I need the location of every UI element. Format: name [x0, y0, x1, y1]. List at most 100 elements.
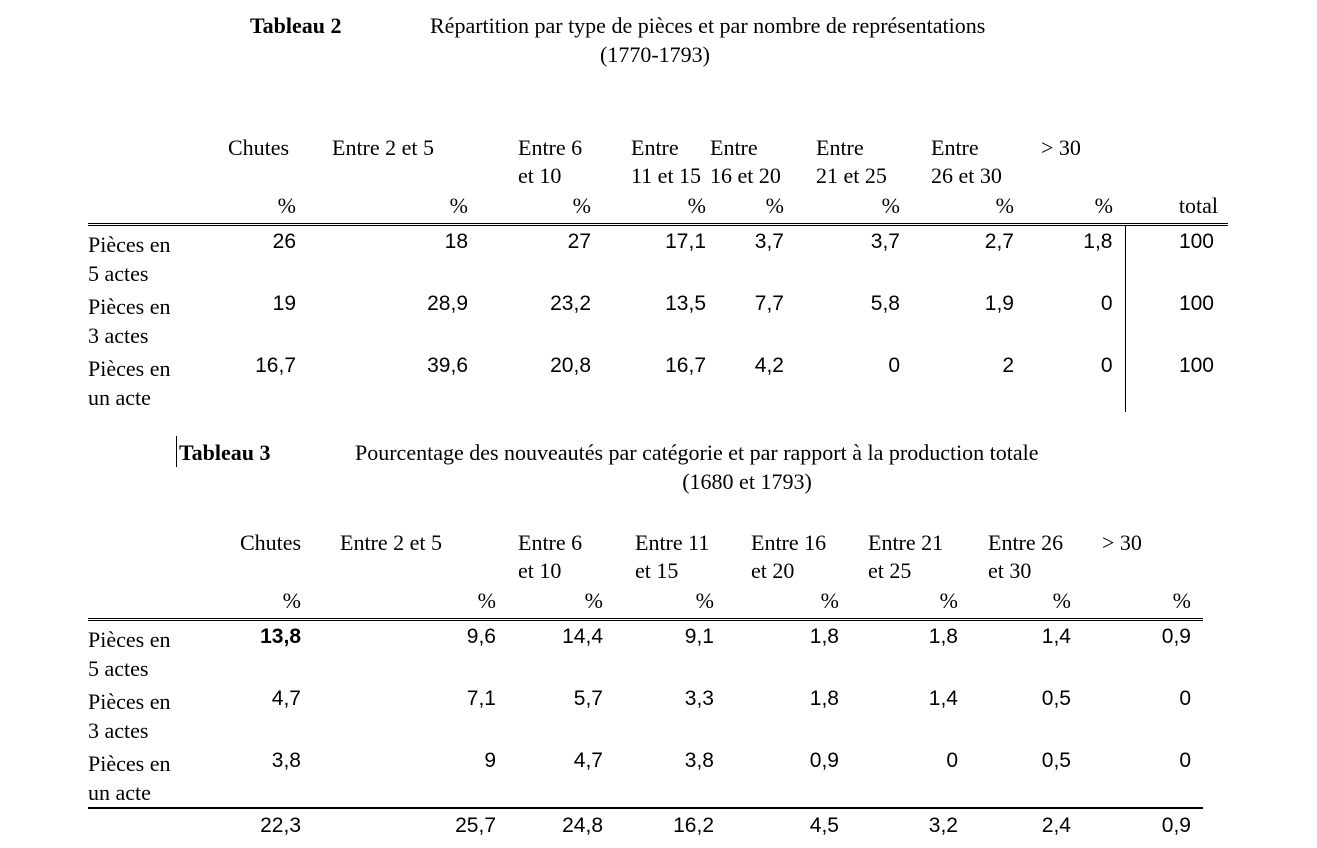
col-header: Entre 6 et 10	[500, 525, 607, 585]
cell: 3,7	[870, 229, 900, 253]
col-header: > 30	[1075, 525, 1203, 585]
cell: 39,6	[427, 353, 468, 377]
col-header: Entre 11 et 15	[607, 525, 718, 585]
unit-cell: %	[718, 585, 843, 621]
table-row: Pièces en 5 actes 26 18 27 17,1 3,7 3,7 2…	[88, 224, 1228, 288]
unit-cell: %	[595, 190, 710, 226]
cell: 16,7	[255, 353, 296, 377]
col-header: Entre 2 et 5	[300, 130, 472, 190]
col-header-line: et 20	[751, 558, 795, 583]
unit-cell: %	[904, 190, 1018, 226]
table-row: Pièces en 3 actes 19 28,9 23,2 13,5 7,7 5…	[88, 287, 1228, 350]
col-header-line: Entre 11	[635, 530, 710, 555]
cell: 17,1	[665, 229, 706, 253]
table2-header-row: Chutes Entre 2 et 5 Entre 6 et 10 Entre 11…	[88, 130, 1228, 190]
cell: 0,5	[1041, 748, 1071, 772]
cell: 9,1	[684, 624, 714, 648]
col-header-line: 21 et 25	[816, 163, 887, 188]
unit-cell: %	[220, 190, 300, 226]
text-cursor	[176, 436, 177, 467]
cell: 3,8	[684, 748, 714, 772]
cell: 9,6	[466, 624, 496, 648]
cell: 0	[1179, 748, 1191, 772]
row-label: Pièces en 3 actes	[88, 288, 220, 350]
col-header-line: et 10	[518, 558, 562, 583]
col-header-line: Entre 2 et 5	[340, 530, 443, 555]
col-header-line: Chutes	[228, 135, 290, 160]
cell: 1,9	[984, 291, 1014, 315]
cell: 0	[946, 748, 958, 772]
table2-caption-label: Tableau 2	[250, 13, 342, 38]
table3-units-row: % % % % % % % %	[88, 585, 1203, 621]
cell: 13,5	[665, 291, 706, 315]
cell: 16,7	[665, 353, 706, 377]
col-header-line: et 25	[868, 558, 912, 583]
row-label: Pièces en 3 actes	[88, 683, 220, 745]
col-header: Entre 21 et 25	[788, 130, 904, 190]
row-label: Pièces en un acte	[88, 350, 220, 412]
table-row: Pièces en 5 actes 13,8 9,6 14,4 9,1 1,8 1…	[88, 619, 1203, 683]
table2-units-row: % % % % % % % % total	[88, 190, 1228, 226]
cell: 100	[1178, 353, 1214, 377]
unit-cell: %	[300, 190, 472, 226]
cell: 3,7	[754, 229, 784, 253]
cell: 1,4	[1041, 624, 1071, 648]
col-header: > 30	[1018, 130, 1125, 190]
col-header-line: Entre	[816, 135, 864, 160]
cell: 1,8	[928, 624, 958, 648]
row-label-line: Pièces en	[88, 688, 171, 714]
cell: 3,8	[271, 748, 301, 772]
col-header: Chutes	[220, 130, 300, 190]
cell: 23,2	[550, 291, 591, 315]
cell: 2,7	[984, 229, 1014, 253]
row-label-line: 3 actes	[88, 322, 149, 348]
table3-caption-text: Pourcentage des nouveautés par catégorie…	[355, 440, 1039, 465]
cell: 0	[1179, 686, 1191, 710]
table-repartition-representations: Chutes Entre 2 et 5 Entre 6 et 10 Entre 11…	[88, 130, 1228, 412]
totals-row: 22,3 25,7 24,8 16,2 4,5 3,2 2,4 0,9	[88, 806, 1203, 848]
col-header: Entre 11 et 15	[595, 130, 710, 190]
cell: 7,7	[754, 291, 784, 315]
col-header-line: 16 et 20	[710, 163, 781, 188]
corner-cell	[88, 130, 220, 190]
unit-cell: %	[472, 190, 595, 226]
cell: 2	[1002, 353, 1014, 377]
cell: 20,8	[550, 353, 591, 377]
unit-cell: %	[710, 190, 788, 226]
total-cell: 4,5	[718, 806, 843, 848]
row-label-line: Pièces en	[88, 750, 171, 776]
table-row: Pièces en un acte 3,8 9 4,7 3,8 0,9 0 0,5…	[88, 745, 1203, 808]
cell: 27	[567, 229, 591, 253]
col-header: Entre 21 et 25	[843, 525, 962, 585]
col-header-line: Entre	[931, 135, 979, 160]
row-label-line: un acte	[88, 779, 151, 805]
cell: 5,7	[573, 686, 603, 710]
unit-cell: %	[1075, 585, 1203, 621]
row-label: Pièces en 5 actes	[88, 619, 220, 683]
total-header-cell: total	[1125, 190, 1228, 226]
row-label-line: un acte	[88, 384, 151, 410]
row-label-line: Pièces en	[88, 231, 171, 257]
cell: 4,7	[271, 686, 301, 710]
cell: 1,4	[928, 686, 958, 710]
unit-cell: %	[607, 585, 718, 621]
unit-cell: %	[220, 585, 305, 621]
cell: 5,8	[870, 291, 900, 315]
table3-caption-label: Tableau 3	[179, 440, 271, 465]
col-header: Entre 16 et 20	[710, 130, 788, 190]
col-header-line: Entre 6	[518, 530, 583, 555]
cell: 0	[1018, 287, 1126, 350]
col-header-line: Entre 2 et 5	[332, 135, 435, 160]
unit-cell: %	[843, 585, 962, 621]
unit-cell: %	[962, 585, 1075, 621]
total-cell: 22,3	[220, 806, 305, 848]
cell: 4,2	[754, 353, 784, 377]
cell: 4,7	[573, 748, 603, 772]
total-cell: 16,2	[607, 806, 718, 848]
col-header-line: 11 et 15	[631, 163, 702, 188]
col-header-line: Chutes	[240, 530, 302, 555]
cell: 3,3	[684, 686, 714, 710]
cell: 1,8	[809, 686, 839, 710]
col-header-line: Entre	[631, 135, 679, 160]
